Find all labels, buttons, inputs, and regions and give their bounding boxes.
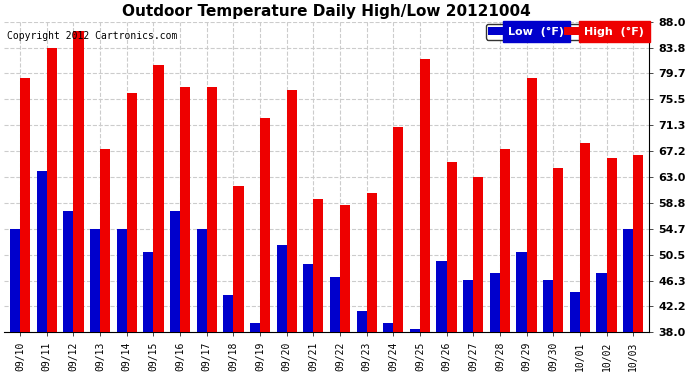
Bar bbox=[63, 211, 73, 332]
Bar bbox=[473, 177, 484, 332]
Bar bbox=[543, 280, 553, 332]
Bar bbox=[10, 229, 20, 332]
Bar bbox=[197, 229, 207, 332]
Bar bbox=[127, 93, 137, 332]
Bar bbox=[420, 59, 430, 332]
Bar bbox=[277, 245, 286, 332]
Bar bbox=[313, 199, 324, 332]
Bar bbox=[47, 48, 57, 332]
Bar bbox=[500, 149, 510, 332]
Bar bbox=[410, 329, 420, 332]
Bar bbox=[366, 193, 377, 332]
Bar bbox=[330, 276, 340, 332]
Bar bbox=[633, 155, 643, 332]
Bar bbox=[144, 252, 153, 332]
Bar bbox=[286, 90, 297, 332]
Bar bbox=[233, 186, 244, 332]
Bar bbox=[250, 323, 260, 332]
Bar bbox=[100, 149, 110, 332]
Bar bbox=[303, 264, 313, 332]
Bar bbox=[526, 78, 537, 332]
Legend: Low  (°F), High  (°F): Low (°F), High (°F) bbox=[486, 24, 647, 40]
Bar bbox=[596, 273, 607, 332]
Bar bbox=[170, 211, 180, 332]
Bar bbox=[580, 143, 590, 332]
Bar bbox=[340, 205, 350, 332]
Bar bbox=[446, 162, 457, 332]
Bar bbox=[260, 118, 270, 332]
Text: Copyright 2012 Cartronics.com: Copyright 2012 Cartronics.com bbox=[8, 31, 178, 41]
Bar bbox=[490, 273, 500, 332]
Bar bbox=[607, 158, 617, 332]
Bar bbox=[437, 261, 446, 332]
Bar bbox=[357, 310, 366, 332]
Bar bbox=[383, 323, 393, 332]
Bar bbox=[207, 87, 217, 332]
Bar bbox=[570, 292, 580, 332]
Bar bbox=[153, 65, 164, 332]
Title: Outdoor Temperature Daily High/Low 20121004: Outdoor Temperature Daily High/Low 20121… bbox=[122, 4, 531, 19]
Bar bbox=[37, 171, 47, 332]
Bar bbox=[90, 229, 100, 332]
Bar bbox=[224, 295, 233, 332]
Bar bbox=[393, 128, 404, 332]
Bar bbox=[180, 87, 190, 332]
Bar bbox=[463, 280, 473, 332]
Bar bbox=[20, 78, 30, 332]
Bar bbox=[117, 229, 127, 332]
Bar bbox=[623, 229, 633, 332]
Bar bbox=[516, 252, 526, 332]
Bar bbox=[73, 31, 83, 332]
Bar bbox=[553, 168, 563, 332]
